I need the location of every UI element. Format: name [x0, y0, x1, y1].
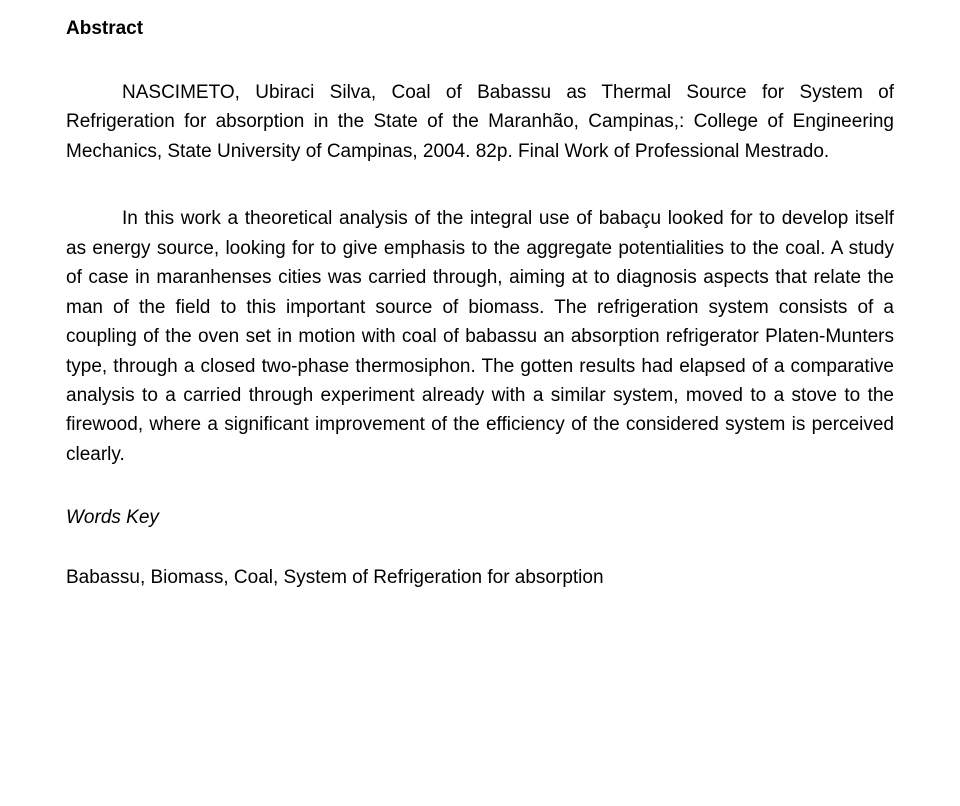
keywords-list: Babassu, Biomass, Coal, System of Refrig… — [66, 567, 894, 589]
abstract-citation: NASCIMETO, Ubiraci Silva, Coal of Babass… — [66, 78, 894, 166]
document-page: Abstract NASCIMETO, Ubiraci Silva, Coal … — [0, 0, 960, 589]
words-key-label: Words Key — [66, 507, 894, 529]
abstract-heading: Abstract — [66, 18, 894, 40]
abstract-body: In this work a theoretical analysis of t… — [66, 204, 894, 469]
